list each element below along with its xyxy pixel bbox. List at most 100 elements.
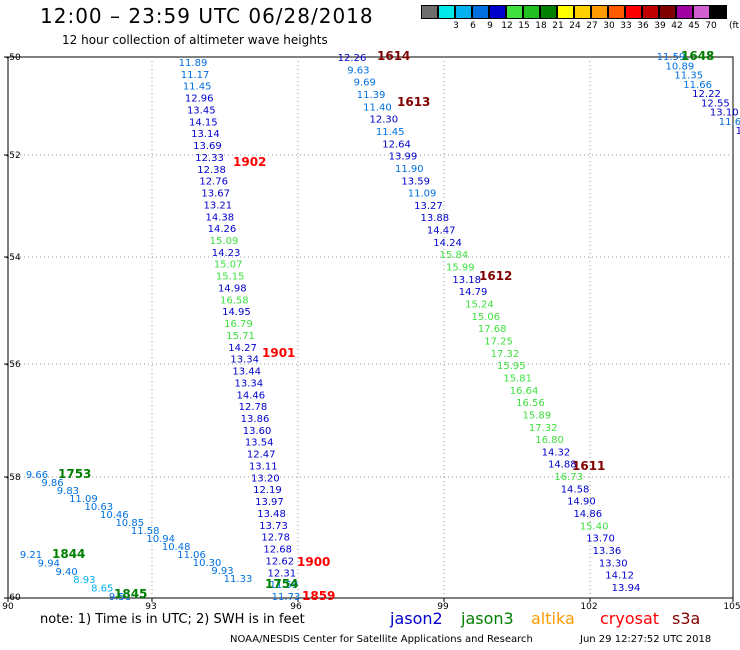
wave-height-value: 14.47 (427, 226, 456, 237)
wave-height-value: 17.32 (491, 349, 520, 360)
wave-height-value: 11.33 (224, 574, 253, 585)
pass-time-label: 1614 (377, 49, 410, 63)
color-scale-label: 36 (637, 21, 649, 31)
wave-height-value: 10.63 (85, 502, 114, 513)
wave-height-value: 14.86 (573, 509, 602, 520)
color-swatch (489, 5, 506, 19)
wave-height-value: 11.40 (363, 102, 392, 113)
wave-height-value: 13.48 (257, 509, 286, 520)
wave-height-value: 13.10 (710, 108, 739, 119)
wave-height-value: 15.15 (216, 272, 245, 283)
wave-height-value: 9.86 (41, 478, 63, 489)
pass-time-label: 1845 (114, 587, 147, 601)
wave-height-value: 11.66 (683, 80, 712, 91)
wave-height-value: 12 (736, 126, 740, 137)
lon-tick-label: 90 (2, 602, 14, 612)
wave-height-value: 14.98 (218, 283, 247, 294)
wave-height-value: 9.40 (55, 567, 77, 578)
wave-height-value: 16.56 (516, 398, 545, 409)
wave-height-value: 8.93 (73, 575, 95, 586)
wave-height-value: 12.30 (370, 115, 399, 126)
footnote: note: 1) Time is in UTC; 2) SWH is in fe… (40, 612, 305, 627)
wave-height-value: 15.07 (214, 260, 243, 271)
pass-time-label: 1844 (52, 547, 85, 561)
wave-height-value: 14.15 (189, 117, 218, 128)
satellite-legend-jason3: jason3 (461, 609, 514, 628)
wave-height-value: 17.25 (484, 336, 513, 347)
wave-height-value: 13.59 (401, 176, 430, 187)
wave-height-value: 10.94 (146, 534, 175, 545)
color-swatch (455, 5, 472, 19)
wave-height-value: 13.21 (203, 200, 232, 211)
wave-height-value: 16.80 (535, 435, 564, 446)
wave-height-value: 10.46 (100, 510, 129, 521)
wave-height-value: 11.35 (674, 71, 703, 82)
lat-tick-label: -54 (6, 253, 21, 263)
source-credit: NOAA/NESDIS Center for Satellite Applica… (230, 634, 533, 645)
color-scale-label: 18 (535, 21, 547, 31)
satellite-legend-s3a: s3a (672, 609, 701, 628)
color-scale-label: 33 (620, 21, 632, 31)
map-subtitle: 12 hour collection of altimeter wave hei… (62, 33, 328, 47)
wave-height-value: 12.38 (197, 165, 226, 176)
wave-height-value: 15.99 (446, 263, 475, 274)
pass-time-label: 1753 (58, 467, 91, 481)
wave-height-value: 13.86 (241, 414, 270, 425)
wave-height-value: 15.40 (580, 521, 609, 532)
wave-height-value: 13.99 (389, 152, 418, 163)
lon-tick-label: 102 (580, 602, 598, 612)
wave-height-value: 9.93 (211, 566, 233, 577)
wave-height-value: 11.06 (177, 550, 206, 561)
lon-tick-label: 93 (145, 602, 157, 612)
wave-height-value: 12.78 (239, 402, 268, 413)
wave-height-value: 12.55 (701, 98, 730, 109)
wave-height-value: 12.68 (263, 545, 292, 556)
wave-height-value: 13.36 (593, 546, 622, 557)
color-scale-label: 3 (453, 21, 459, 31)
lon-tick-label: 96 (290, 602, 302, 612)
wave-height-value: 9.83 (57, 486, 79, 497)
wave-height-value: 16.79 (224, 319, 253, 330)
wave-height-value: 13.60 (243, 426, 272, 437)
wave-height-value: 11.73 (272, 592, 301, 603)
wave-height-value: 15.09 (210, 236, 239, 247)
wave-height-value: 12.78 (261, 533, 290, 544)
wave-height-value: 13.18 (452, 275, 481, 286)
wave-height-value: 13.30 (599, 558, 628, 569)
wave-height-value: 11.59 (270, 580, 299, 591)
wave-height-value: 16.73 (554, 472, 583, 483)
color-scale-label: 15 (518, 21, 530, 31)
wave-height-value: 12.33 (195, 153, 224, 164)
wave-height-value: 17.32 (529, 423, 558, 434)
color-swatch (574, 5, 591, 19)
wave-height-value: 11.66 (719, 117, 740, 128)
color-swatch (438, 5, 455, 19)
wave-height-value: 11.17 (181, 70, 210, 81)
lat-tick-label: -58 (6, 473, 21, 483)
color-swatch (540, 5, 557, 19)
wave-height-value: 11.45 (376, 127, 405, 138)
color-scale-label: 27 (586, 21, 598, 31)
satellite-legend-altika: altika (531, 609, 575, 628)
wave-height-value: 10.30 (193, 558, 222, 569)
color-scale-label: 24 (569, 21, 581, 31)
wave-height-value: 13.20 (251, 473, 280, 484)
lon-tick-label: 105 (723, 602, 740, 612)
generated-timestamp: Jun 29 12:27:52 UTC 2018 (580, 634, 712, 645)
wave-height-value: 14.90 (567, 497, 596, 508)
color-scale-label: 21 (552, 21, 564, 31)
satellite-legend-jason2: jason2 (390, 609, 443, 628)
wave-height-value: 13.44 (232, 367, 261, 378)
wave-height-value: 16.64 (510, 386, 539, 397)
color-swatch (421, 5, 438, 19)
wave-height-value: 8.65 (91, 584, 113, 595)
color-swatch (693, 5, 710, 19)
color-swatch (676, 5, 693, 19)
color-scale-unit: (ft) (729, 21, 740, 31)
lon-tick-label: 99 (437, 602, 449, 612)
wave-height-value: 13.97 (255, 497, 284, 508)
wave-height-value: 10.89 (666, 61, 695, 72)
wave-height-value: 17.68 (478, 324, 507, 335)
color-scale-label: 70 (705, 21, 717, 31)
wave-height-value: 10.85 (115, 518, 144, 529)
